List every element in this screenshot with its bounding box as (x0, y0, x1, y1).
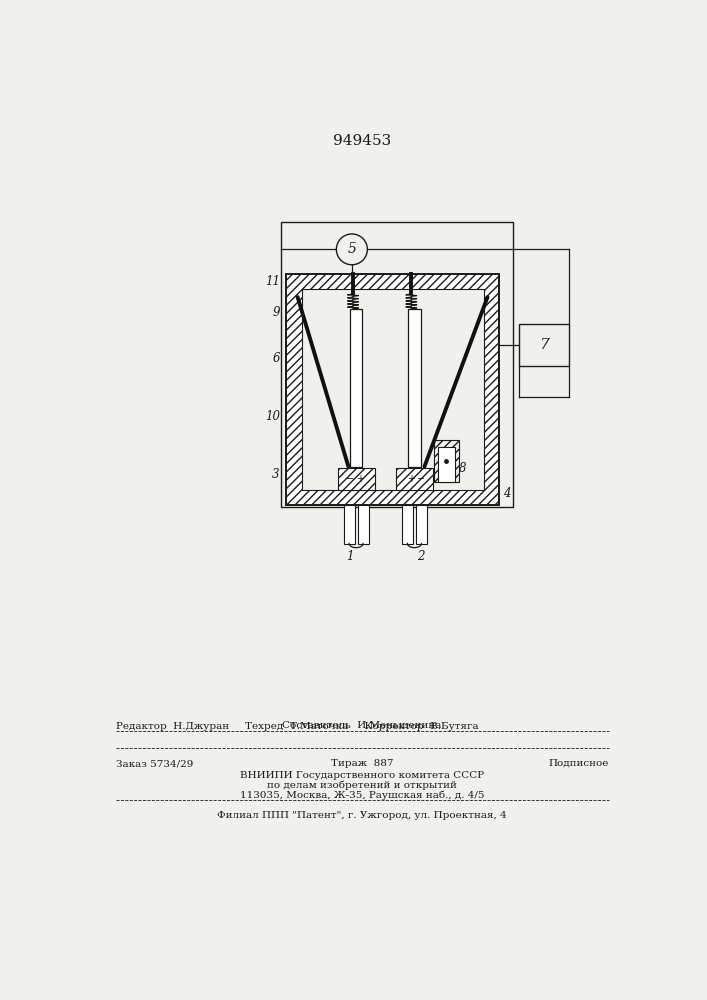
Text: Заказ 5734/29: Заказ 5734/29 (115, 759, 193, 768)
Text: 113035, Москва, Ж-35, Раушская наб., д. 4/5: 113035, Москва, Ж-35, Раушская наб., д. … (240, 791, 484, 800)
Text: 1: 1 (346, 550, 354, 563)
Text: по делам изобретений и открытий: по делам изобретений и открытий (267, 781, 457, 790)
Text: −: − (416, 474, 425, 484)
Ellipse shape (337, 234, 368, 265)
Bar (281, 222, 513, 507)
Bar (286, 274, 499, 505)
Text: 6: 6 (272, 352, 280, 365)
Text: 2: 2 (417, 550, 424, 563)
Bar (518, 324, 569, 366)
Bar (396, 468, 433, 490)
Bar (350, 309, 363, 466)
Text: Редактор  Н.Джуран: Редактор Н.Джуран (115, 722, 228, 731)
Text: 5: 5 (347, 242, 356, 256)
Text: Тираж  887: Тираж 887 (331, 759, 393, 768)
Text: 3: 3 (272, 468, 280, 481)
Text: +: + (407, 474, 414, 484)
Text: 949453: 949453 (333, 134, 391, 148)
Text: 8: 8 (459, 462, 466, 475)
Text: −: − (346, 474, 354, 484)
Text: Филиал ППП "Патент", г. Ужгород, ул. Проектная, 4: Филиал ППП "Патент", г. Ужгород, ул. Про… (217, 811, 507, 820)
Bar (286, 274, 499, 505)
Text: ВНИИПИ Государственного комитета СССР: ВНИИПИ Государственного комитета СССР (240, 771, 484, 780)
Bar (337, 468, 375, 490)
Bar (434, 440, 459, 482)
Text: +: + (356, 474, 364, 484)
Bar (358, 505, 368, 544)
Bar (438, 447, 455, 482)
Text: Подписное: Подписное (549, 759, 609, 768)
Bar (301, 289, 484, 490)
Text: 4: 4 (503, 487, 510, 500)
Bar (408, 309, 421, 466)
Bar (344, 505, 355, 544)
Text: 9: 9 (272, 306, 280, 319)
Text: 10: 10 (265, 410, 280, 423)
Bar (416, 505, 427, 544)
Bar (402, 505, 413, 544)
Text: Техред  Т.Маточка     Корректор  В.Бутяга: Техред Т.Маточка Корректор В.Бутяга (245, 722, 479, 731)
Text: 11: 11 (265, 275, 280, 288)
Text: 7: 7 (539, 338, 549, 352)
Text: Составитель  И.Меньшенина: Составитель И.Меньшенина (282, 721, 442, 730)
